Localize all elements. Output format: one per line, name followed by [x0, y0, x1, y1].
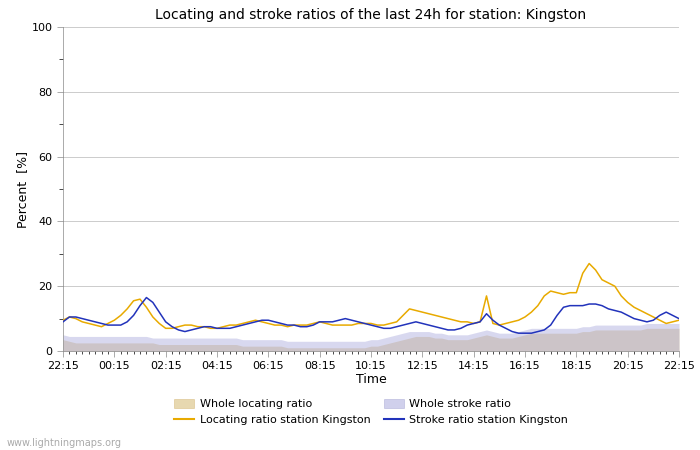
Y-axis label: Percent  [%]: Percent [%]	[16, 150, 29, 228]
Title: Locating and stroke ratios of the last 24h for station: Kingston: Locating and stroke ratios of the last 2…	[155, 8, 587, 22]
Text: www.lightningmaps.org: www.lightningmaps.org	[7, 438, 122, 448]
X-axis label: Time: Time	[356, 373, 386, 386]
Legend: Whole locating ratio, Locating ratio station Kingston, Whole stroke ratio, Strok: Whole locating ratio, Locating ratio sta…	[174, 399, 568, 425]
